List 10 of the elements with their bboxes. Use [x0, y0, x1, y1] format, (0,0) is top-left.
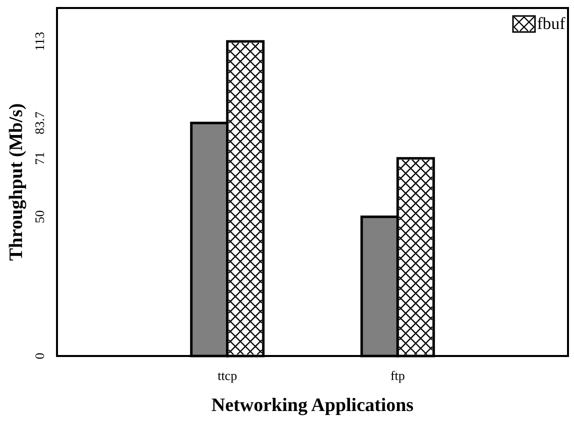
x-axis-title: Networking Applications	[211, 395, 414, 416]
x-tick-label: ftp	[390, 368, 405, 383]
y-tick-label: 113	[32, 32, 47, 51]
y-axis-title: Throughput (Mb/s)	[6, 103, 27, 261]
y-tick-label: 0	[32, 352, 47, 360]
y-tick-label: 50	[32, 210, 47, 224]
x-tick-label: ttcp	[218, 368, 238, 383]
y-tick-label: 71	[32, 152, 47, 165]
y-tick-label: 83.7	[32, 111, 47, 134]
legend-label: fbuf	[537, 14, 566, 33]
